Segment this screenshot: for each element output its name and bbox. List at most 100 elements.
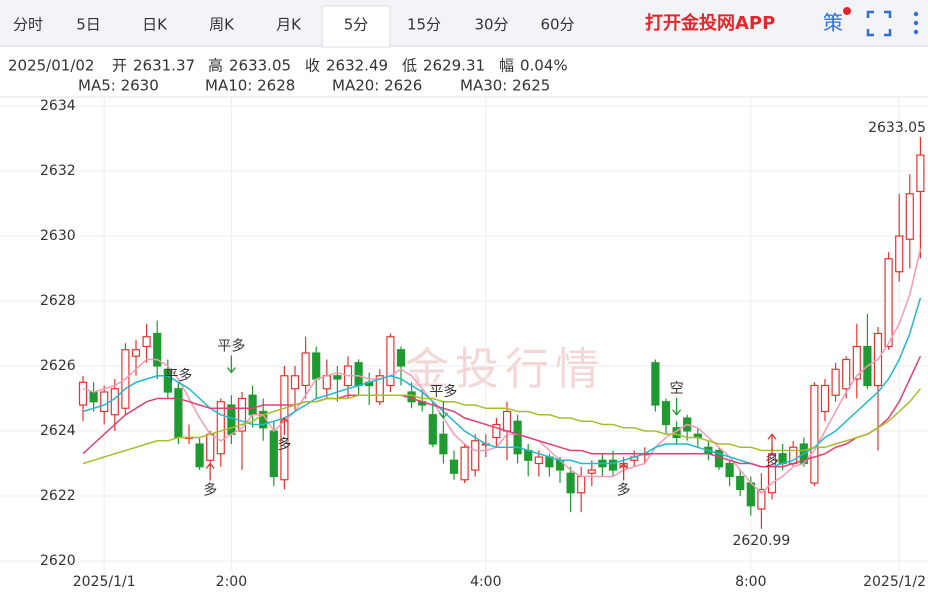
tab[interactable]: 30分 xyxy=(474,16,508,34)
candle-body xyxy=(206,433,215,461)
candle-body xyxy=(661,401,671,426)
candle-body xyxy=(439,433,448,455)
candle-body xyxy=(852,345,861,380)
candle-body xyxy=(333,375,342,380)
candle-body xyxy=(449,459,459,474)
watermark: 金投行情 xyxy=(405,344,605,395)
tab[interactable]: 月K xyxy=(276,16,302,34)
x-tick-label: 2025/1/2 xyxy=(863,574,926,590)
candle-body xyxy=(216,401,225,455)
candle-body xyxy=(396,349,406,367)
min-label: 2620.99 xyxy=(732,533,790,549)
ma-line xyxy=(82,355,922,468)
tab[interactable]: 5分 xyxy=(344,16,369,34)
candle-body xyxy=(471,440,480,471)
signal-arrow xyxy=(205,462,215,481)
more-icon[interactable] xyxy=(913,11,919,35)
candle-body xyxy=(100,391,109,413)
candle-body xyxy=(248,394,257,416)
signal-label: 多 xyxy=(765,452,779,469)
y-tick-label: 2634 xyxy=(40,98,76,114)
candle-body xyxy=(312,352,321,380)
signal-label: 平多 xyxy=(429,383,457,400)
info-text: 2629.31 xyxy=(423,57,485,75)
candle-body xyxy=(163,368,172,393)
candle-body xyxy=(428,414,437,445)
fullscreen-icon[interactable] xyxy=(866,10,892,37)
signal-label: 空 xyxy=(670,381,684,397)
candle-body xyxy=(566,472,575,494)
candle-body xyxy=(322,375,331,390)
candle-body xyxy=(460,446,469,481)
candle-body xyxy=(736,475,745,491)
y-tick-label: 2622 xyxy=(40,488,76,504)
x-tick-label: 4:00 xyxy=(470,574,501,590)
candle-body xyxy=(301,352,310,387)
x-tick-label: 2025/1/1 xyxy=(73,574,136,590)
signal-arrow xyxy=(226,355,236,374)
candle-body xyxy=(375,375,384,403)
signal-label: 多 xyxy=(203,482,217,499)
y-tick-label: 2626 xyxy=(40,358,76,374)
ma-line xyxy=(82,297,922,468)
candle-body xyxy=(651,362,660,406)
candle-body xyxy=(820,384,830,413)
candle-body xyxy=(227,404,236,435)
candle-body xyxy=(757,488,766,510)
candle-body xyxy=(153,332,162,367)
signal-arrow xyxy=(438,401,448,420)
candle-body xyxy=(608,459,618,471)
candle-body xyxy=(746,482,755,507)
info-text: 0.04% xyxy=(520,57,568,75)
info-text: 收 xyxy=(305,57,320,75)
candle-body xyxy=(725,462,734,478)
candle-body xyxy=(269,430,278,478)
tab[interactable]: 周K xyxy=(209,16,235,34)
tab[interactable]: 分时 xyxy=(13,16,43,34)
legend-entry: MA10: 2628 xyxy=(205,77,295,95)
tab[interactable]: 15分 xyxy=(407,16,441,34)
y-tick-label: 2632 xyxy=(40,163,76,179)
candle-body xyxy=(916,154,925,193)
info-text: 2632.49 xyxy=(326,57,388,75)
candle-body xyxy=(407,391,416,403)
tab[interactable]: 5日 xyxy=(76,16,101,34)
candle-body xyxy=(513,420,522,455)
signal-label: 多 xyxy=(277,436,291,453)
candle-body xyxy=(842,358,851,390)
x-tick-label: 8:00 xyxy=(735,574,766,590)
info-text: 低 xyxy=(402,57,417,75)
candle-body xyxy=(237,397,247,432)
info-text: 2633.05 xyxy=(229,57,291,75)
badge xyxy=(843,7,851,15)
info-text: 2631.37 xyxy=(133,57,195,75)
y-tick-label: 2630 xyxy=(40,228,76,244)
tab[interactable]: 60分 xyxy=(540,16,574,34)
candle-body xyxy=(354,362,363,387)
app-link[interactable]: 打开金投网APP xyxy=(645,12,775,34)
tab[interactable]: 日K xyxy=(142,16,168,34)
signal-label: 平多 xyxy=(164,367,192,384)
y-tick-label: 2620 xyxy=(40,553,76,569)
candle-body xyxy=(492,423,501,439)
info-text: 高 xyxy=(208,57,223,75)
legend-entry: MA5: 2630 xyxy=(78,77,159,95)
candle-body xyxy=(534,456,543,465)
ma-line xyxy=(82,248,922,494)
info-text: 2025/01/02 xyxy=(8,57,94,75)
candle-body xyxy=(895,235,904,273)
candle-body xyxy=(587,469,596,474)
candle-body xyxy=(884,258,893,348)
candle-body xyxy=(386,336,395,387)
candle-body xyxy=(78,381,88,406)
candle-body xyxy=(195,443,204,468)
candle-body xyxy=(905,193,914,240)
tab-selected[interactable] xyxy=(321,5,391,48)
candle-body xyxy=(810,384,819,484)
candle-body xyxy=(89,391,98,403)
signal-arrow xyxy=(279,416,289,435)
signal-arrow xyxy=(767,433,777,452)
candle-body xyxy=(577,475,586,494)
signal-label: 多 xyxy=(617,482,631,499)
strategy-icon[interactable]: 策 xyxy=(823,11,843,35)
